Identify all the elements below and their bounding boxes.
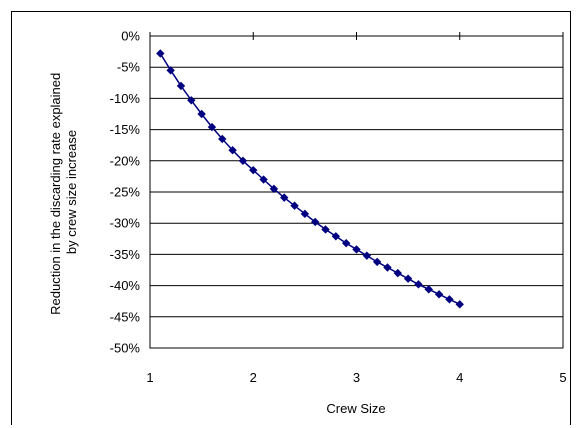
- y-tick-label: -45%: [110, 309, 141, 324]
- data-point: [300, 209, 310, 219]
- data-point: [290, 201, 299, 210]
- data-point: [207, 122, 217, 132]
- y-tick-label: -35%: [110, 247, 141, 262]
- x-tick-label: 3: [353, 370, 360, 385]
- data-point: [331, 232, 341, 241]
- data-point: [228, 145, 237, 155]
- y-tick-label: -25%: [110, 185, 141, 200]
- data-point: [383, 263, 392, 272]
- data-point: [424, 285, 433, 294]
- data-point: [166, 66, 175, 75]
- series-line: [159, 53, 461, 305]
- data-point: [321, 225, 330, 234]
- y-tick-label: -5%: [117, 60, 141, 75]
- data-point: [176, 81, 186, 91]
- data-point: [352, 245, 361, 254]
- data-point: [362, 251, 372, 260]
- x-tick-label: 2: [250, 370, 257, 385]
- y-axis-title: Reduction in the discarding rate explain…: [48, 69, 79, 315]
- data-point: [197, 109, 206, 119]
- series-markers: [156, 49, 464, 309]
- y-axis-title-line-1: Reduction in the discarding rate explain…: [48, 73, 63, 315]
- data-point: [280, 193, 289, 202]
- chart-frame: [11, 11, 571, 425]
- y-tick-label: -10%: [110, 91, 141, 106]
- data-point: [238, 156, 248, 165]
- data-point: [249, 165, 258, 175]
- data-point: [259, 175, 268, 184]
- data-point: [403, 274, 413, 283]
- grid-lines: [150, 35, 563, 349]
- y-tick-label: -50%: [110, 341, 141, 356]
- data-point: [156, 49, 165, 58]
- data-point: [187, 96, 196, 105]
- x-tick-label: 1: [146, 370, 153, 385]
- data-point: [311, 217, 320, 227]
- x-tick-label: 5: [559, 370, 566, 385]
- x-tick-label: 4: [456, 370, 463, 385]
- data-point: [269, 184, 279, 194]
- y-tick-label: -40%: [110, 278, 141, 293]
- data-point: [445, 295, 454, 304]
- x-axis-title: Crew Size: [326, 401, 385, 416]
- data-point: [218, 134, 227, 144]
- y-tick-label: 0%: [121, 29, 140, 44]
- data-point: [455, 300, 464, 309]
- data-point: [372, 257, 382, 267]
- x-axis-ticks: [149, 32, 564, 40]
- x-axis-labels: 1 2 3 4 5: [146, 370, 566, 385]
- data-point: [414, 280, 423, 289]
- y-axis-labels: 0% -5% -10% -15% -20% -25% -30% -35% -40% -45% -50…: [110, 29, 141, 356]
- data-point: [434, 290, 444, 299]
- data-point: [393, 268, 402, 278]
- data-point: [341, 238, 351, 248]
- y-tick-label: -15%: [110, 122, 141, 137]
- y-tick-label: -30%: [110, 216, 141, 231]
- y-tick-label: -20%: [110, 153, 141, 168]
- y-axis-title-line-2: by crew size increase: [64, 130, 79, 254]
